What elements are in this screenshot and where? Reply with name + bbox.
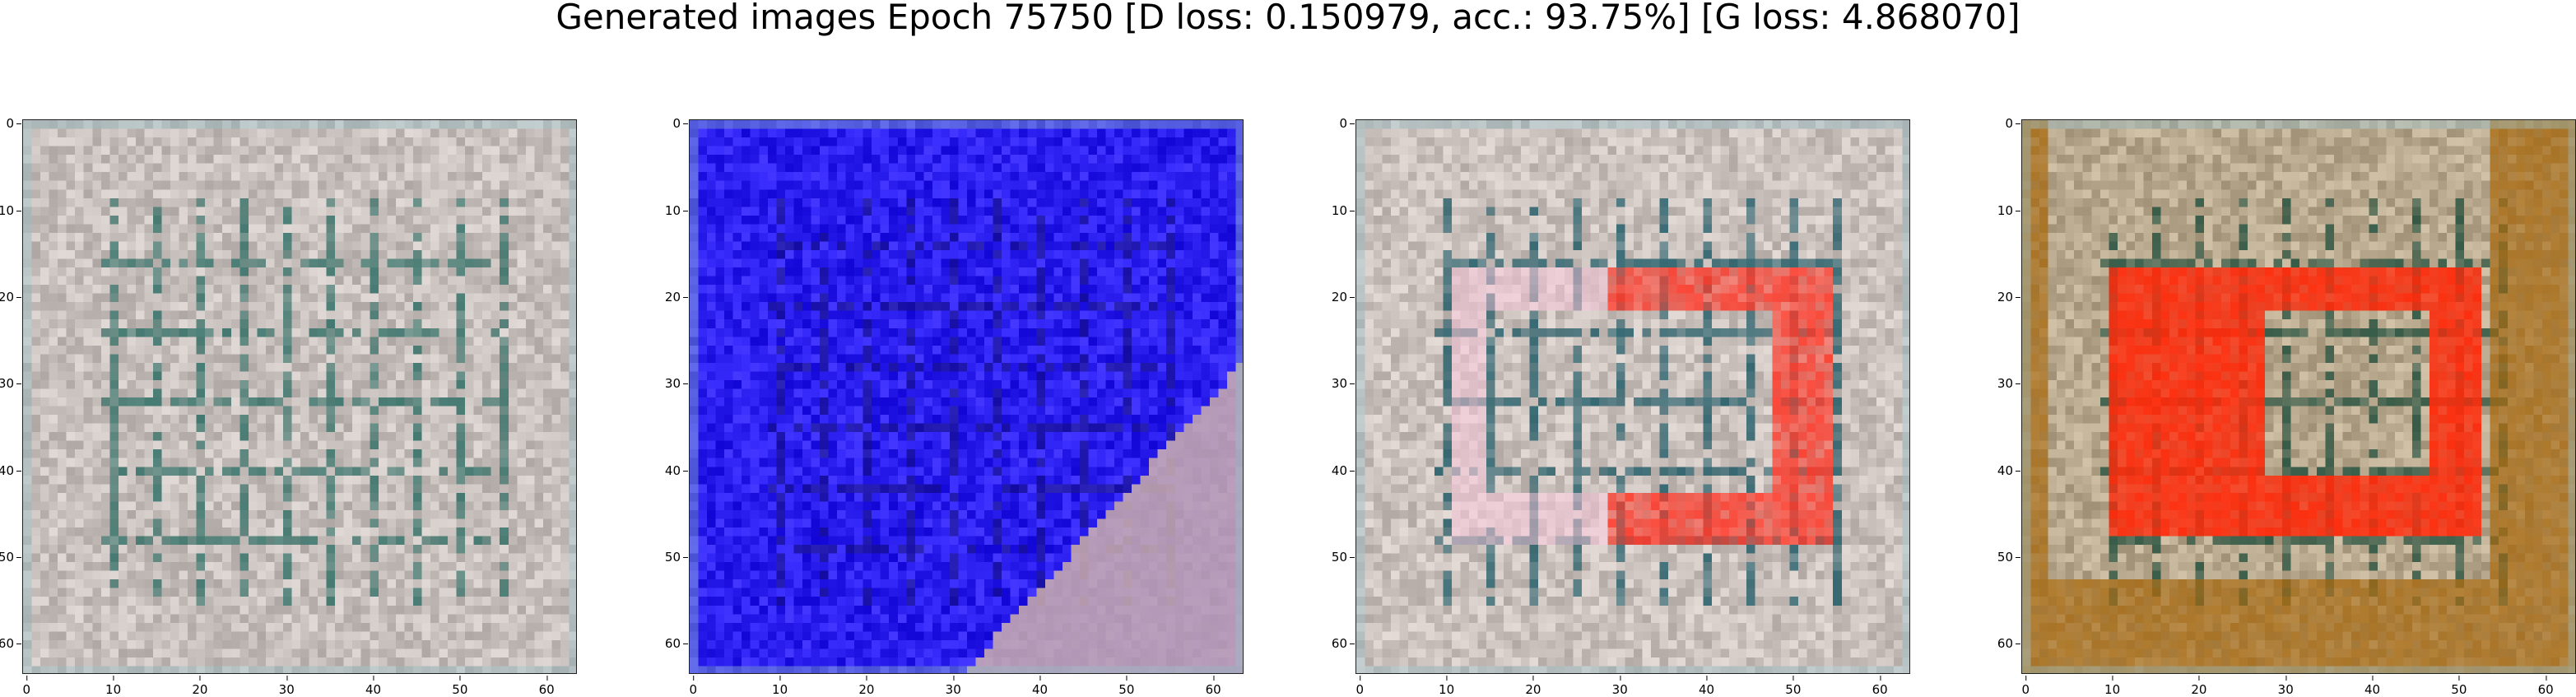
y-tick-label: 40 xyxy=(1332,465,1347,477)
y-tick-label: 30 xyxy=(665,378,681,390)
x-tick-label: 20 xyxy=(2191,684,2206,696)
y-tick-label: 0 xyxy=(1339,118,1347,130)
x-tick-label: 60 xyxy=(539,684,555,696)
x-tick-label: 40 xyxy=(1699,684,1714,696)
x-tick-label: 20 xyxy=(192,684,207,696)
y-tick-label: 10 xyxy=(1997,205,2013,217)
x-tick-label: 30 xyxy=(1612,684,1628,696)
x-tick-label: 10 xyxy=(772,684,788,696)
x-tick-label: 10 xyxy=(1439,684,1454,696)
x-tick-label: 50 xyxy=(1118,684,1134,696)
y-tick-label: 0 xyxy=(2005,118,2013,130)
figure-title: Generated images Epoch 75750 [D loss: 0.… xyxy=(0,0,2576,35)
y-tick-label: 50 xyxy=(0,551,14,564)
y-tick-label: 30 xyxy=(0,378,14,390)
generated-image-1 xyxy=(22,119,577,674)
x-tick-label: 50 xyxy=(452,684,467,696)
x-tick-label: 0 xyxy=(1355,684,1364,696)
x-tick-label: 40 xyxy=(2364,684,2380,696)
x-tick-label: 30 xyxy=(946,684,961,696)
x-tick-label: 30 xyxy=(2278,684,2294,696)
x-tick-label: 10 xyxy=(105,684,121,696)
image-panel-4: 0 10 20 30 40 50 60 0 10 20 30 40 50 60 xyxy=(2021,119,2576,674)
x-tick-label: 0 xyxy=(689,684,697,696)
generated-image-3 xyxy=(1355,119,1910,674)
y-tick-label: 20 xyxy=(0,291,14,304)
y-tick-label: 30 xyxy=(1997,378,2013,390)
y-tick-label: 60 xyxy=(1997,638,2013,650)
x-tick-label: 20 xyxy=(1525,684,1541,696)
y-tick-label: 0 xyxy=(672,118,681,130)
y-tick-label: 50 xyxy=(665,551,681,564)
x-tick-label: 40 xyxy=(365,684,381,696)
y-tick-label: 20 xyxy=(665,291,681,304)
y-tick-label: 20 xyxy=(1332,291,1347,304)
x-tick-label: 30 xyxy=(279,684,295,696)
y-tick-label: 50 xyxy=(1332,551,1347,564)
x-tick-label: 40 xyxy=(1032,684,1048,696)
image-panel-2: 0 10 20 30 40 50 60 0 10 20 30 40 50 60 xyxy=(689,119,1244,674)
x-tick-label: 10 xyxy=(2104,684,2120,696)
image-panel-1: 0 10 20 30 40 50 60 0 10 20 30 40 50 60 xyxy=(22,119,577,674)
x-tick-label: 50 xyxy=(1785,684,1801,696)
x-tick-label: 60 xyxy=(2538,684,2554,696)
generated-image-2 xyxy=(689,119,1244,674)
image-panel-3: 0 10 20 30 40 50 60 0 10 20 30 40 50 60 xyxy=(1355,119,1910,674)
x-tick-label: 0 xyxy=(2021,684,2030,696)
y-tick-label: 0 xyxy=(6,118,14,130)
x-tick-label: 60 xyxy=(1872,684,1888,696)
y-tick-label: 40 xyxy=(0,465,14,477)
y-tick-label: 10 xyxy=(1332,205,1347,217)
y-tick-label: 10 xyxy=(0,205,14,217)
y-tick-label: 10 xyxy=(665,205,681,217)
y-tick-label: 50 xyxy=(1997,551,2013,564)
y-tick-label: 60 xyxy=(665,638,681,650)
x-tick-label: 20 xyxy=(858,684,874,696)
generated-image-4 xyxy=(2021,119,2576,674)
y-tick-label: 30 xyxy=(1332,378,1347,390)
y-tick-label: 40 xyxy=(1997,465,2013,477)
y-tick-label: 20 xyxy=(1997,291,2013,304)
x-tick-label: 50 xyxy=(2451,684,2467,696)
y-tick-label: 60 xyxy=(1332,638,1347,650)
y-tick-label: 40 xyxy=(665,465,681,477)
y-tick-label: 60 xyxy=(0,638,14,650)
x-tick-label: 0 xyxy=(22,684,30,696)
x-tick-label: 60 xyxy=(1206,684,1221,696)
